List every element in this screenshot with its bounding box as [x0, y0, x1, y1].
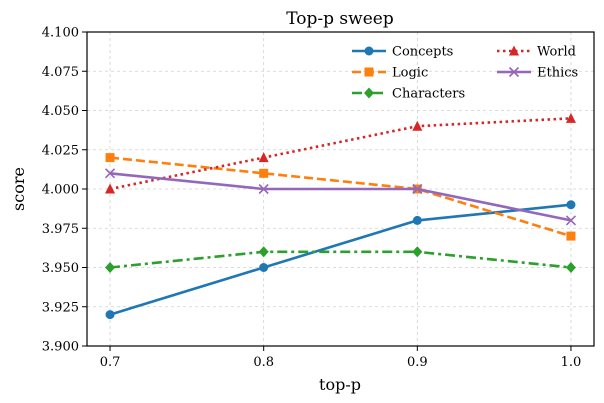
- legend-marker-characters: [364, 87, 374, 99]
- data-point-concepts: [566, 200, 576, 210]
- data-point-ethics: [258, 183, 269, 195]
- series-line-world: [109, 117, 572, 191]
- legend-label-concepts: Concepts: [392, 45, 453, 60]
- legend-marker-ethics: [508, 66, 520, 78]
- x-tick-label: 0.9: [407, 355, 428, 370]
- series-line-ethics: [109, 172, 572, 222]
- data-point-logic: [259, 168, 269, 178]
- data-point-characters: [565, 262, 576, 273]
- series-line-concepts: [109, 203, 572, 316]
- axis-ticks: 3.900 3.925 3.950 3.975 4.000 4.025 4.050 4.075…: [42, 26, 582, 371]
- data-point-ethics: [565, 215, 577, 226]
- series-line-characters: [109, 250, 572, 269]
- data-point-concepts: [105, 310, 115, 320]
- legend-marker-concepts: [364, 46, 374, 56]
- legend-marker-logic: [364, 67, 374, 77]
- x-tick-label: 0.8: [253, 355, 274, 370]
- x-axis-label: top-p: [319, 375, 361, 394]
- data-point-characters: [412, 246, 423, 258]
- series-line-logic: [109, 156, 572, 238]
- chart-title: Top-p sweep: [286, 9, 394, 29]
- legend-label-world: World: [537, 45, 576, 60]
- y-tick-label: 4.000: [42, 183, 79, 198]
- data-point-ethics: [412, 183, 423, 195]
- data-point-world: [412, 120, 423, 131]
- y-tick-label: 4.100: [42, 26, 79, 41]
- data-point-world: [105, 183, 116, 194]
- legend: Concepts Logic Characters World Ethics: [352, 45, 578, 102]
- y-tick-label: 4.025: [42, 143, 79, 158]
- x-tick-label: 0.7: [100, 355, 121, 370]
- y-axis-label: score: [9, 167, 28, 211]
- legend-label-ethics: Ethics: [537, 66, 578, 81]
- data-point-world: [258, 152, 269, 163]
- data-point-logic: [566, 231, 576, 241]
- y-tick-label: 3.925: [42, 300, 79, 315]
- legend-label-characters: Characters: [392, 87, 465, 102]
- data-point-characters: [105, 262, 116, 273]
- data-point-concepts: [259, 263, 269, 272]
- data-point-characters: [258, 246, 269, 258]
- legend-marker-world: [509, 45, 519, 56]
- y-tick-label: 3.975: [42, 222, 79, 237]
- data-point-ethics: [104, 168, 116, 179]
- y-tick-label: 3.950: [42, 261, 79, 276]
- legend-label-logic: Logic: [392, 66, 428, 81]
- data-point-world: [565, 112, 576, 123]
- x-tick-label: 1.0: [561, 355, 582, 370]
- data-point-concepts: [412, 215, 422, 225]
- data-point-logic: [105, 153, 115, 163]
- y-tick-label: 4.075: [42, 65, 79, 80]
- y-tick-label: 4.050: [42, 104, 79, 119]
- series-layer: [104, 112, 577, 320]
- y-tick-label: 3.900: [42, 340, 79, 355]
